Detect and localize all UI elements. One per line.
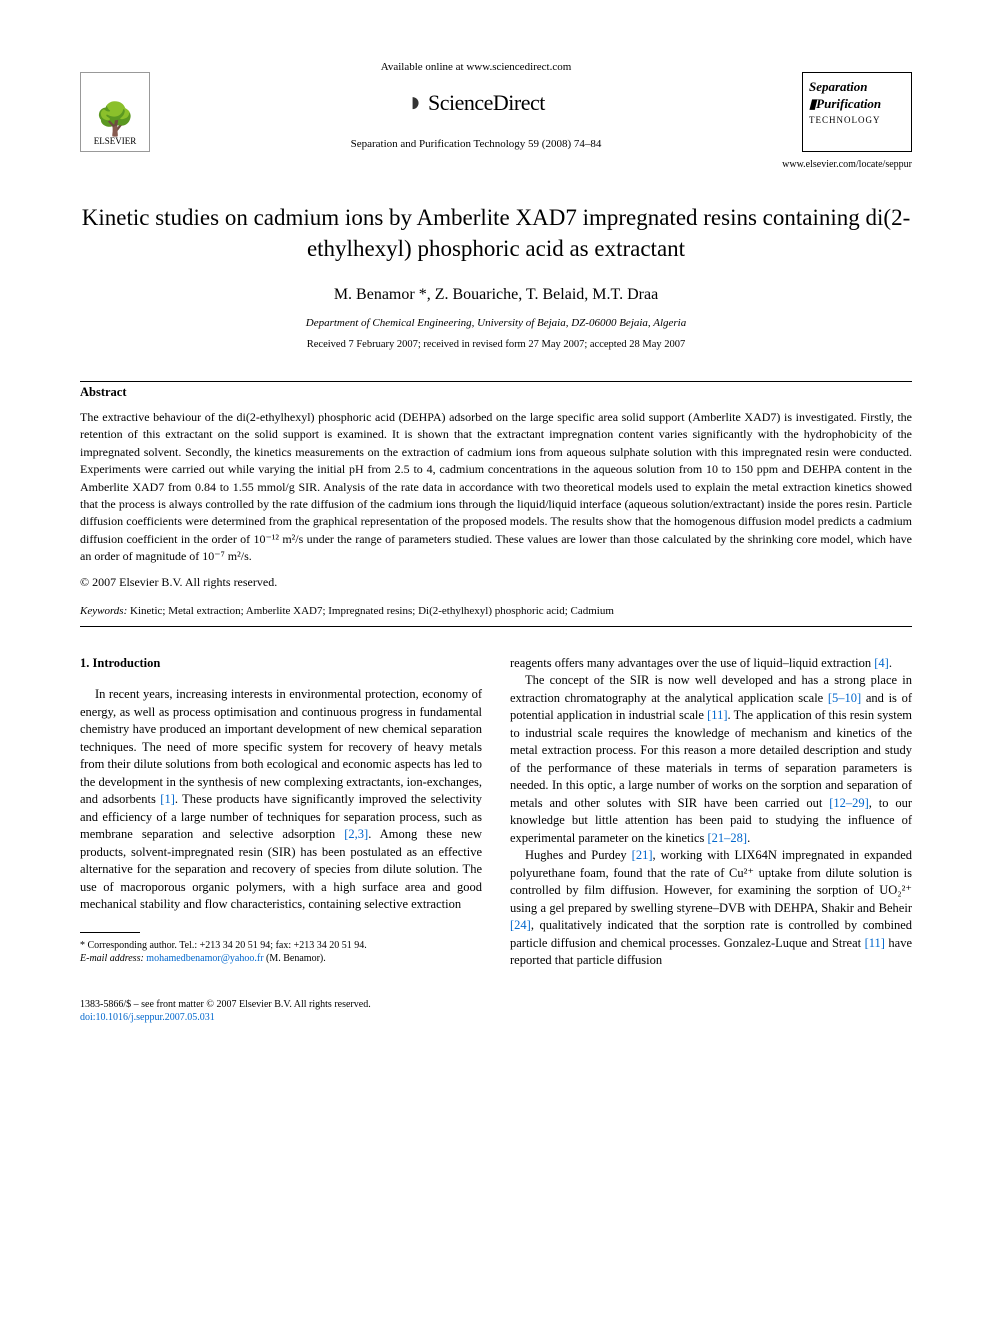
sd-swoosh-icon: ◗ [407,83,424,122]
sciencedirect-logo: ◗ ScienceDirect [170,83,782,122]
citation-4[interactable]: [4] [874,656,889,670]
keywords-text: Kinetic; Metal extraction; Amberlite XAD… [127,605,614,617]
citation-21-28[interactable]: [21–28] [708,831,748,845]
article-dates: Received 7 February 2007; received in re… [80,338,912,353]
section-divider [80,626,912,627]
divider [80,381,912,382]
page-footer: 1383-5866/$ – see front matter © 2007 El… [80,998,912,1025]
citation-12-29[interactable]: [12–29] [829,796,869,810]
intro-paragraph-1: In recent years, increasing interests in… [80,686,482,914]
journal-cover-box: Separation ▮Purification TECHNOLOGY [802,72,912,152]
abstract-copyright: © 2007 Elsevier B.V. All rights reserved… [80,574,912,591]
journal-box-line3: TECHNOLOGY [809,115,905,127]
citation-24[interactable]: [24] [510,918,531,932]
body-columns: 1. Introduction In recent years, increas… [80,655,912,970]
footer-copyright: 1383-5866/$ – see front matter © 2007 El… [80,998,912,1012]
affiliation: Department of Chemical Engineering, Univ… [80,316,912,331]
citation-2-3[interactable]: [2,3] [344,827,368,841]
doi-link[interactable]: doi:10.1016/j.seppur.2007.05.031 [80,1012,215,1023]
footnote-email-line: E-mail address: mohamedbenamor@yahoo.fr … [80,952,482,966]
available-online-text: Available online at www.sciencedirect.co… [170,60,782,75]
intro-paragraph-3: The concept of the SIR is now well devel… [510,672,912,847]
section-heading: 1. Introduction [80,655,482,673]
sd-brand-text: ScienceDirect [428,88,545,119]
footnote-email-suffix: (M. Benamor). [264,953,326,964]
footer-doi: doi:10.1016/j.seppur.2007.05.031 [80,1011,912,1025]
header-row: 🌳 ELSEVIER Available online at www.scien… [80,60,912,152]
intro-paragraph-4: Hughes and Purdey [21], working with LIX… [510,847,912,970]
journal-box-line1: Separation [809,79,905,96]
elsevier-label: ELSEVIER [94,135,137,148]
elsevier-tree-icon: 🌳 [95,103,135,135]
journal-reference: Separation and Purification Technology 5… [170,137,782,152]
abstract-heading: Abstract [80,384,912,402]
abstract-text: The extractive behaviour of the di(2-eth… [80,409,912,566]
citation-1[interactable]: [1] [160,792,175,806]
article-title: Kinetic studies on cadmium ions by Amber… [80,202,912,264]
corresponding-author-footnote: * Corresponding author. Tel.: +213 34 20… [80,939,482,966]
authors: M. Benamor *, Z. Bouariche, T. Belaid, M… [80,284,912,306]
citation-11[interactable]: [11] [707,708,727,722]
citation-11b[interactable]: [11] [865,936,885,950]
citation-21[interactable]: [21] [632,848,653,862]
keywords-label: Keywords: [80,605,127,617]
footnote-email[interactable]: mohamedbenamor@yahoo.fr [146,953,263,964]
elsevier-logo: 🌳 ELSEVIER [80,72,150,152]
footnote-email-label: E-mail address: [80,953,144,964]
authors-text: M. Benamor *, Z. Bouariche, T. Belaid, M… [334,286,658,303]
keywords: Keywords: Kinetic; Metal extraction; Amb… [80,604,912,619]
journal-url: www.elsevier.com/locate/seppur [80,158,912,172]
footnote-corr: * Corresponding author. Tel.: +213 34 20… [80,939,482,953]
footnote-separator [80,932,140,933]
journal-box-line2: ▮Purification [809,96,905,113]
header-center: Available online at www.sciencedirect.co… [150,60,802,152]
citation-5-10[interactable]: [5–10] [828,691,861,705]
intro-paragraph-2: reagents offers many advantages over the… [510,655,912,673]
